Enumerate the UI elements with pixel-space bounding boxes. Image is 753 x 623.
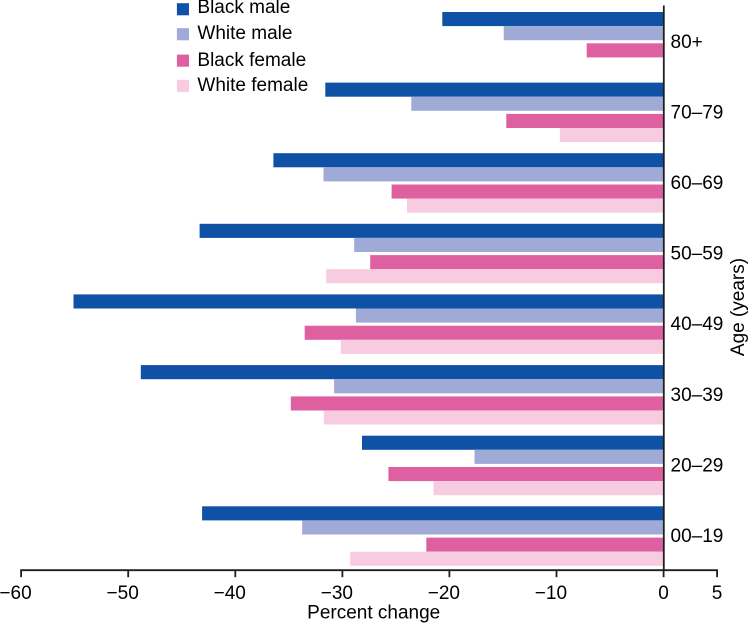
svg-text:30: 30: [332, 583, 353, 604]
svg-text:80+: 80+: [671, 32, 703, 53]
svg-text:60–69: 60–69: [671, 173, 724, 194]
svg-text:40–49: 40–49: [671, 314, 724, 335]
svg-text:Black male: Black male: [197, 0, 290, 18]
svg-text:−: −: [535, 583, 546, 604]
svg-text:−: −: [321, 583, 332, 604]
svg-text:50: 50: [118, 583, 139, 604]
svg-text:−: −: [428, 583, 439, 604]
svg-text:60: 60: [11, 583, 32, 604]
svg-text:−: −: [0, 583, 11, 604]
svg-text:10: 10: [546, 583, 567, 604]
svg-text:Black female: Black female: [197, 50, 306, 71]
svg-text:−: −: [214, 583, 225, 604]
svg-text:−: −: [106, 583, 117, 604]
svg-text:5: 5: [712, 583, 723, 604]
svg-text:Percent change: Percent change: [307, 602, 440, 623]
svg-text:0: 0: [658, 583, 669, 604]
svg-text:50–59: 50–59: [671, 244, 724, 265]
svg-text:20–29: 20–29: [671, 456, 724, 477]
svg-text:00–19: 00–19: [671, 526, 724, 547]
svg-text:30–39: 30–39: [671, 385, 724, 406]
svg-text:70–79: 70–79: [671, 102, 724, 123]
svg-text:White male: White male: [197, 23, 292, 44]
svg-text:Age (years): Age (years): [728, 258, 749, 356]
svg-text:White female: White female: [197, 75, 308, 96]
svg-text:40: 40: [225, 583, 246, 604]
svg-text:20: 20: [439, 583, 460, 604]
